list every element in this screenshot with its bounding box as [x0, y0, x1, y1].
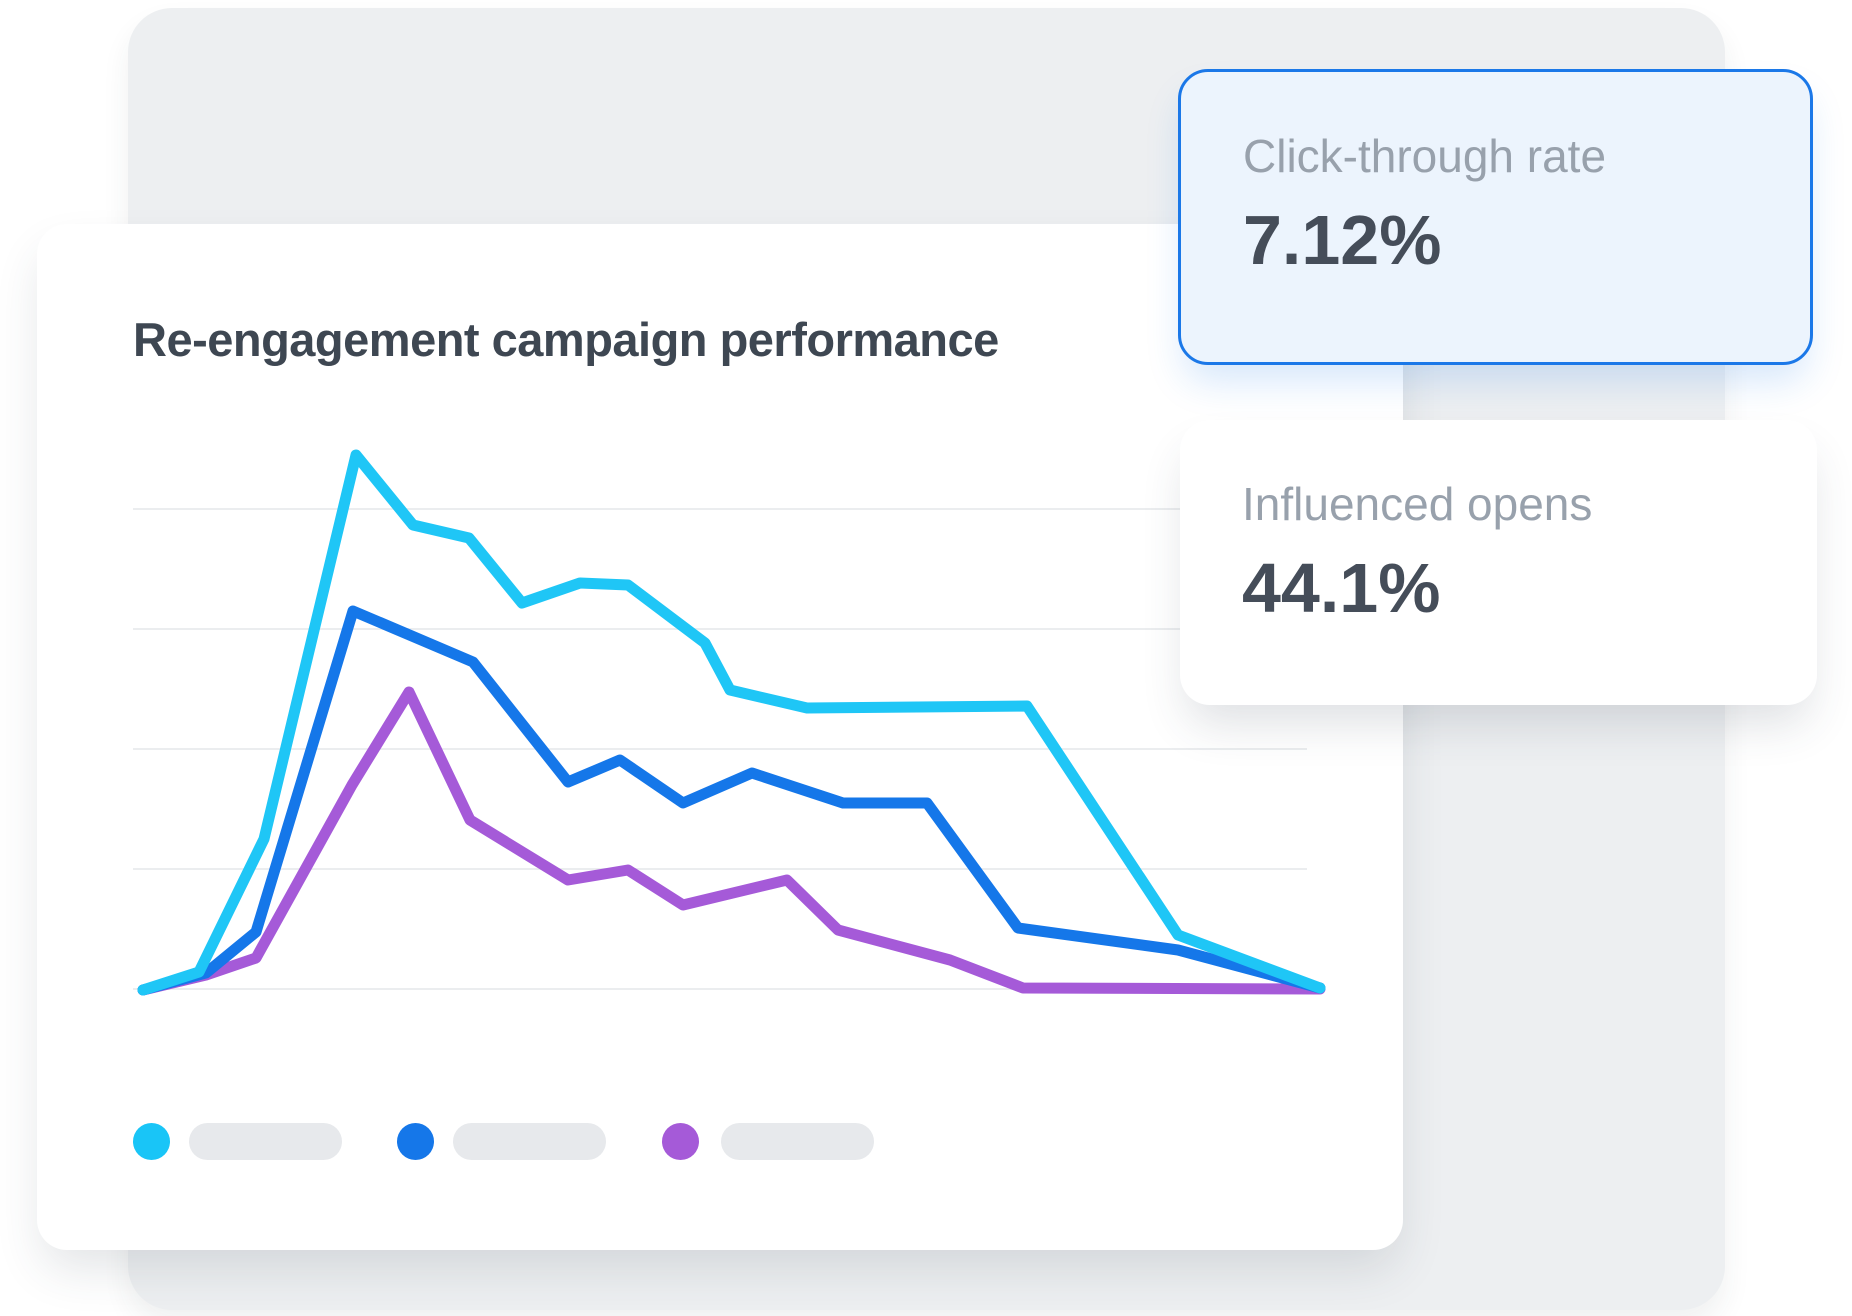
stat-card-click-through-rate[interactable]: Click-through rate 7.12% — [1178, 69, 1813, 365]
legend-label-placeholder[interactable] — [453, 1123, 606, 1160]
chart-legend — [37, 1123, 1403, 1160]
chart-card: Re-engagement campaign performance — [37, 224, 1403, 1250]
stat-value: 7.12% — [1243, 200, 1442, 279]
legend-dot-cyan[interactable] — [133, 1123, 170, 1160]
legend-dot-blue[interactable] — [397, 1123, 434, 1160]
stat-card-influenced-opens[interactable]: Influenced opens 44.1% — [1180, 420, 1817, 705]
stat-label: Click-through rate — [1243, 130, 1607, 182]
legend-label-placeholder[interactable] — [189, 1123, 342, 1160]
series-blue-line — [137, 605, 1326, 996]
stat-value: 44.1% — [1242, 548, 1441, 627]
chart-title: Re-engagement campaign performance — [133, 313, 999, 366]
line-chart — [133, 449, 1326, 996]
stat-label: Influenced opens — [1242, 478, 1593, 530]
series-cyan-line — [137, 449, 1326, 996]
legend-label-placeholder[interactable] — [721, 1123, 874, 1160]
series-purple-line — [137, 686, 1326, 996]
legend-dot-purple[interactable] — [662, 1123, 699, 1160]
